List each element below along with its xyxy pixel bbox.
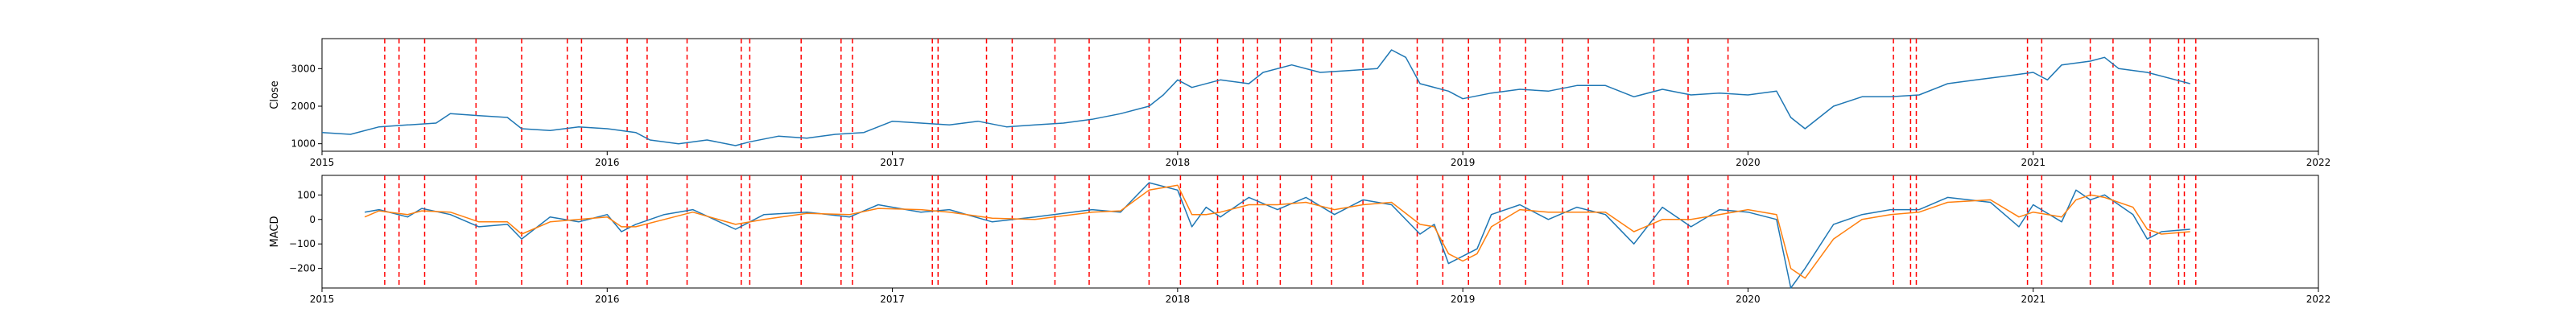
macd-series-1-line	[364, 184, 2190, 279]
close-y-ticks: 1000 2000 3000	[291, 63, 322, 150]
macd-x-tick-label: 2021	[2021, 294, 2046, 305]
macd-x-tick-label: 2022	[2306, 294, 2331, 305]
close-x-tick-label: 2016	[595, 157, 620, 168]
close-price-panel: 2015 2016 2017 2018 2019 2020 2021 2022 1000 200…	[269, 38, 2331, 168]
macd-y-ticks: −200 −100 0 100	[289, 189, 322, 274]
close-y-axis-label: Close	[269, 80, 281, 109]
close-plot-frame	[321, 38, 2319, 152]
close-x-tick-label: 2019	[1451, 157, 1476, 168]
macd-plot-frame	[321, 175, 2319, 289]
close-x-tick-label: 2015	[310, 157, 335, 168]
macd-x-tick-label: 2015	[310, 294, 335, 305]
close-event-lines	[384, 39, 2197, 151]
macd-x-tick-label: 2016	[595, 294, 620, 305]
close-y-tick-label: 2000	[291, 101, 316, 112]
macd-y-axis-label: MACD	[269, 216, 281, 248]
macd-event-lines	[384, 175, 2197, 288]
macd-x-tick-label: 2019	[1451, 294, 1476, 305]
macd-panel: 2015 2016 2017 2018 2019 2020 2021 2022 −200 −10…	[269, 175, 2330, 305]
macd-series-lines	[364, 182, 2190, 289]
close-x-tick-label: 2020	[1736, 157, 1761, 168]
close-x-tick-label: 2017	[880, 157, 905, 168]
close-x-tick-label: 2022	[2306, 157, 2331, 168]
macd-y-tick-label: −100	[289, 238, 316, 249]
close-y-tick-label: 3000	[291, 63, 316, 74]
close-x-tick-label: 2018	[1166, 157, 1191, 168]
macd-x-tick-label: 2020	[1736, 294, 1761, 305]
close-series-lines	[321, 49, 2190, 146]
macd-x-ticks: 2015 2016 2017 2018 2019 2020 2021 2022	[310, 288, 2331, 305]
macd-x-tick-label: 2017	[880, 294, 905, 305]
macd-y-tick-label: −200	[289, 263, 316, 274]
close-series-0-line	[321, 49, 2190, 146]
close-x-ticks: 2015 2016 2017 2018 2019 2020 2021 2022	[310, 151, 2331, 168]
macd-y-tick-label: 0	[309, 214, 316, 225]
macd-x-tick-label: 2018	[1166, 294, 1191, 305]
macd-y-tick-label: 100	[297, 189, 316, 200]
close-y-tick-label: 1000	[291, 138, 316, 150]
close-x-tick-label: 2021	[2021, 157, 2046, 168]
